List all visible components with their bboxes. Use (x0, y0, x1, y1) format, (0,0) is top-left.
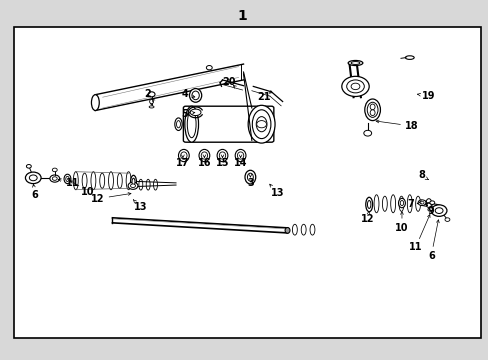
Text: 8: 8 (417, 170, 424, 180)
Circle shape (363, 130, 371, 136)
Ellipse shape (366, 102, 377, 117)
Ellipse shape (247, 105, 274, 143)
Circle shape (419, 201, 423, 204)
Ellipse shape (244, 170, 255, 184)
Ellipse shape (201, 152, 207, 159)
Text: 12: 12 (91, 194, 104, 204)
Ellipse shape (219, 152, 225, 159)
Ellipse shape (217, 149, 227, 162)
Circle shape (434, 208, 442, 213)
Ellipse shape (350, 62, 359, 64)
Ellipse shape (189, 89, 202, 102)
Text: 13: 13 (270, 188, 284, 198)
Text: 11: 11 (65, 177, 79, 188)
Ellipse shape (252, 110, 270, 139)
Text: 18: 18 (404, 121, 418, 131)
Ellipse shape (247, 173, 253, 181)
Circle shape (206, 66, 212, 70)
Circle shape (29, 175, 37, 181)
Ellipse shape (65, 176, 69, 181)
Text: 14: 14 (233, 158, 247, 168)
Text: 6: 6 (427, 251, 434, 261)
Text: 7: 7 (407, 199, 413, 209)
Circle shape (444, 218, 449, 221)
Ellipse shape (365, 197, 372, 212)
Ellipse shape (237, 152, 243, 159)
Circle shape (50, 175, 60, 182)
Ellipse shape (364, 99, 380, 121)
Ellipse shape (149, 106, 154, 108)
Circle shape (417, 200, 425, 206)
Ellipse shape (181, 152, 186, 159)
Circle shape (52, 168, 57, 172)
FancyBboxPatch shape (183, 106, 273, 142)
Text: 21: 21 (257, 92, 270, 102)
Ellipse shape (190, 109, 201, 116)
Ellipse shape (91, 95, 99, 111)
Ellipse shape (367, 201, 370, 208)
Circle shape (346, 80, 364, 93)
Text: 2: 2 (144, 89, 151, 99)
Text: 9: 9 (427, 206, 434, 216)
Ellipse shape (132, 178, 135, 185)
Text: 1: 1 (237, 9, 246, 23)
Text: 15: 15 (215, 158, 229, 168)
Text: 11: 11 (408, 242, 422, 252)
Circle shape (350, 83, 359, 90)
Ellipse shape (192, 91, 199, 100)
Ellipse shape (369, 104, 374, 110)
Text: 3: 3 (246, 177, 253, 188)
Circle shape (256, 121, 266, 128)
Ellipse shape (369, 110, 374, 116)
Ellipse shape (235, 149, 245, 162)
Ellipse shape (130, 175, 136, 188)
Ellipse shape (256, 117, 266, 132)
Circle shape (26, 165, 31, 168)
Text: 13: 13 (133, 202, 147, 212)
Circle shape (430, 205, 446, 216)
Ellipse shape (399, 201, 403, 206)
Bar (14, 27, 480, 338)
Circle shape (148, 92, 155, 97)
Text: 4: 4 (181, 89, 188, 99)
Circle shape (341, 76, 368, 96)
Text: 12: 12 (360, 213, 374, 224)
Circle shape (429, 201, 434, 204)
Ellipse shape (199, 149, 209, 162)
Ellipse shape (64, 174, 71, 184)
Circle shape (130, 184, 135, 188)
Ellipse shape (426, 203, 430, 207)
Ellipse shape (175, 118, 182, 131)
Text: 10: 10 (394, 222, 408, 233)
Circle shape (128, 182, 138, 189)
Ellipse shape (184, 106, 198, 142)
Text: 19: 19 (421, 91, 435, 101)
Ellipse shape (176, 121, 180, 128)
Ellipse shape (398, 198, 405, 208)
Ellipse shape (347, 60, 362, 66)
Circle shape (25, 172, 41, 184)
Ellipse shape (149, 99, 153, 104)
Ellipse shape (285, 228, 289, 233)
Ellipse shape (426, 199, 430, 204)
Text: 6: 6 (32, 190, 39, 200)
Circle shape (52, 177, 57, 180)
Text: 10: 10 (81, 186, 95, 197)
Circle shape (427, 208, 432, 211)
Ellipse shape (178, 149, 189, 162)
Ellipse shape (187, 111, 196, 138)
Text: 5: 5 (181, 109, 188, 119)
Text: 17: 17 (176, 158, 189, 168)
Text: 16: 16 (197, 158, 211, 168)
Ellipse shape (405, 56, 413, 59)
Text: 20: 20 (222, 77, 235, 87)
